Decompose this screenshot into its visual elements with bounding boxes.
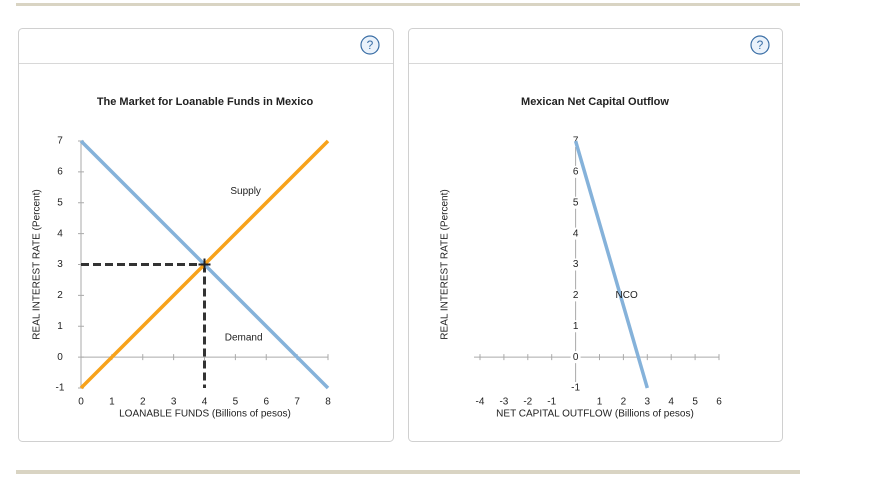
x-tick-label: 0 bbox=[78, 397, 84, 408]
y-tick-label: 2 bbox=[573, 290, 579, 301]
x-tick-label: -1 bbox=[547, 397, 556, 408]
y-tick-label: -1 bbox=[56, 383, 65, 394]
help-glyph[interactable]: ? bbox=[367, 38, 374, 52]
x-tick-label: 6 bbox=[263, 397, 269, 408]
y-tick-label-bg bbox=[570, 196, 581, 209]
y-tick-label: 5 bbox=[573, 197, 579, 208]
y-tick-label-bg bbox=[570, 351, 581, 364]
series-label: Demand bbox=[225, 332, 263, 343]
y-tick-label-bg bbox=[570, 320, 581, 333]
y-tick-label: 3 bbox=[57, 259, 63, 270]
chart-title: The Market for Loanable Funds in Mexico bbox=[97, 96, 314, 108]
y-tick-label-bg bbox=[570, 165, 581, 178]
series-label: Supply bbox=[230, 186, 261, 197]
help-glyph[interactable]: ? bbox=[757, 38, 764, 52]
panel: ? bbox=[408, 28, 783, 442]
x-tick-label: 4 bbox=[202, 397, 208, 408]
y-tick-label: 4 bbox=[573, 228, 579, 239]
y-tick-label: 3 bbox=[573, 259, 579, 270]
x-tick-label: 3 bbox=[171, 397, 177, 408]
y-tick-label-bg bbox=[570, 289, 581, 302]
help-icon[interactable] bbox=[750, 35, 770, 55]
y-tick-label-bg bbox=[570, 258, 581, 271]
x-tick-label: 7 bbox=[294, 397, 300, 408]
x-tick-label: 5 bbox=[692, 397, 698, 408]
panel-frame bbox=[408, 28, 783, 442]
y-tick-label: 2 bbox=[57, 290, 63, 301]
bottom-bar bbox=[16, 470, 800, 474]
help-button[interactable]: ? bbox=[360, 35, 380, 55]
top-bar bbox=[16, 3, 800, 6]
y-axis-label: REAL INTEREST RATE (Percent) bbox=[440, 189, 451, 339]
y-tick-label: 0 bbox=[57, 352, 63, 363]
x-tick-label: 3 bbox=[645, 397, 651, 408]
y-tick-label: 6 bbox=[573, 167, 579, 178]
y-tick-label: 6 bbox=[57, 167, 63, 178]
panel: ? bbox=[18, 28, 394, 442]
x-tick-label: -3 bbox=[499, 397, 508, 408]
series-label: NCO bbox=[616, 290, 638, 301]
y-axis-label: REAL INTEREST RATE (Percent) bbox=[32, 189, 43, 339]
y-tick-label-bg bbox=[570, 227, 581, 240]
x-tick-label: 2 bbox=[621, 397, 627, 408]
y-tick-label: -1 bbox=[571, 383, 580, 394]
y-tick-label: 4 bbox=[57, 228, 63, 239]
x-tick-label: 6 bbox=[716, 397, 722, 408]
x-tick-label: -4 bbox=[476, 397, 485, 408]
x-tick-label: 1 bbox=[109, 397, 115, 408]
x-axis-label: LOANABLE FUNDS (Billions of pesos) bbox=[119, 409, 291, 420]
y-tick-label: 5 bbox=[57, 197, 63, 208]
y-tick-label: 1 bbox=[57, 321, 63, 332]
x-tick-label: 5 bbox=[233, 397, 239, 408]
chart-title: Mexican Net Capital Outflow bbox=[521, 96, 669, 108]
x-tick-label: 2 bbox=[140, 397, 146, 408]
x-axis-label: NET CAPITAL OUTFLOW (Billions of pesos) bbox=[496, 409, 694, 420]
y-tick-label: 0 bbox=[573, 352, 579, 363]
y-tick-label: 1 bbox=[573, 321, 579, 332]
series-line bbox=[573, 140, 649, 389]
help-button[interactable]: ? bbox=[750, 35, 770, 55]
x-tick-label: 1 bbox=[597, 397, 603, 408]
x-tick-label: 8 bbox=[325, 397, 331, 408]
x-tick-label: -2 bbox=[523, 397, 532, 408]
panel-frame bbox=[18, 28, 394, 442]
help-icon[interactable] bbox=[360, 35, 380, 55]
equilibrium-point bbox=[198, 258, 211, 271]
x-tick-label: 4 bbox=[668, 397, 674, 408]
y-tick-label-bg bbox=[570, 382, 581, 394]
y-tick-label: 7 bbox=[57, 136, 63, 147]
